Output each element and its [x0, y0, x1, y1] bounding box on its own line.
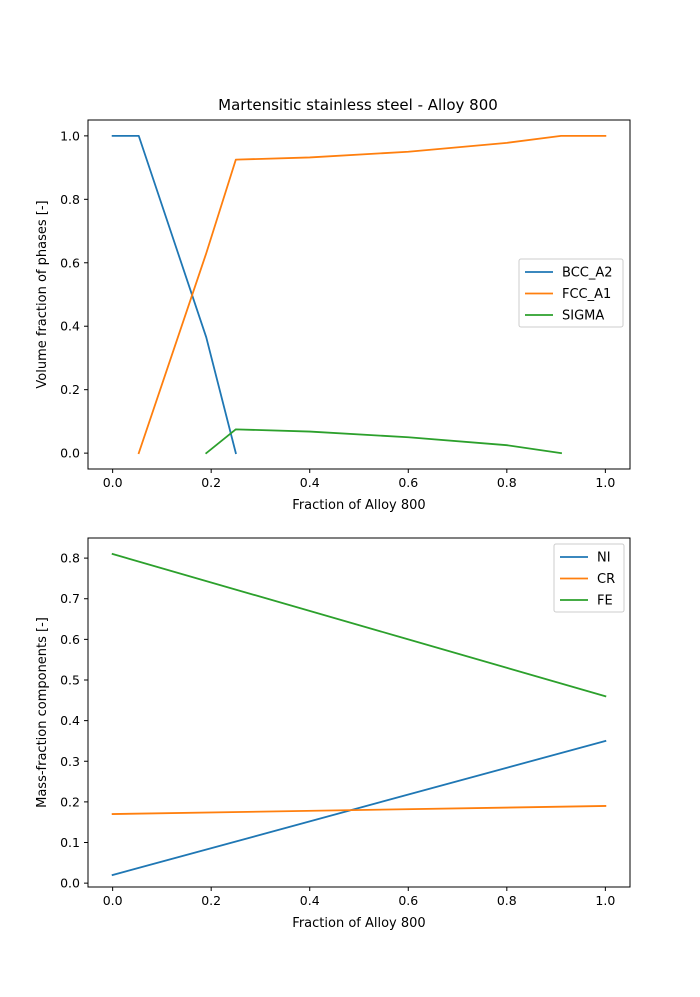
y-tick-label: 0.7	[60, 591, 80, 606]
legend-entry: CR	[597, 572, 615, 587]
series-line-fe	[111, 552, 607, 698]
y-tick-label: 0.6	[60, 632, 80, 647]
legend: NI CR FE	[553, 543, 625, 613]
x-tick-label: 0.0	[103, 475, 123, 490]
y-tick-label: 0.5	[60, 672, 80, 687]
series-line-fcc-a1	[137, 134, 607, 455]
y-tick-label: 0.2	[60, 382, 80, 397]
x-axis-label: Fraction of Alloy 800	[292, 498, 425, 513]
x-tick-label: 0.0	[103, 893, 123, 908]
phase-fraction-chart: Martensitic stainless steel - Alloy 800 …	[35, 96, 631, 513]
x-tick-label: 0.4	[300, 893, 320, 908]
y-tick-label: 0.2	[60, 794, 80, 809]
legend-box	[518, 258, 624, 328]
chart-title: Martensitic stainless steel - Alloy 800	[218, 96, 498, 114]
x-tick-label: 0.8	[497, 893, 517, 908]
x-axis-label: Fraction of Alloy 800	[292, 916, 425, 931]
x-tick-label: 0.6	[398, 893, 418, 908]
series-line-sigma	[204, 428, 563, 455]
plot-lines	[111, 552, 607, 877]
y-tick-label: 1.0	[60, 128, 80, 143]
y-tick-label: 0.6	[60, 255, 80, 270]
series-line-ni	[111, 739, 607, 877]
x-tick-label: 0.6	[398, 475, 418, 490]
legend-entry: NI	[597, 551, 611, 566]
legend-entry: FE	[597, 594, 613, 609]
y-tick-label: 0.0	[60, 446, 80, 461]
x-tick-label: 1.0	[595, 893, 615, 908]
x-tick-label: 1.0	[595, 475, 615, 490]
plot-frame	[87, 119, 631, 470]
series-line-cr	[111, 805, 607, 815]
legend-box	[553, 543, 625, 613]
y-tick-label: 0.0	[60, 876, 80, 891]
series-line-bcc-a2	[111, 134, 237, 455]
plot-frame	[87, 537, 631, 888]
y-tick-label: 0.4	[60, 713, 80, 728]
legend: BCC_A2 FCC_A1 SIGMA	[518, 258, 624, 328]
axis-ticks: 0.0 0.2 0.4 0.6 0.8 1.0 0.0 0.2 0.4 0.6 0.8 1.0	[60, 128, 615, 490]
x-tick-label: 0.2	[201, 475, 221, 490]
y-axis-label: Volume fraction of phases [-]	[35, 200, 50, 388]
x-tick-label: 0.2	[201, 893, 221, 908]
mass-fraction-chart: 0.0 0.2 0.4 0.6 0.8 1.0 0.0 0.1 0.2 0.3 0.4 0.5 0.6 0…	[35, 537, 631, 931]
y-axis-label: Mass-fraction components [-]	[35, 617, 50, 808]
legend-entry: SIGMA	[562, 309, 604, 324]
axis-ticks: 0.0 0.2 0.4 0.6 0.8 1.0 0.0 0.1 0.2 0.3 0.4 0.5 0.6 0…	[60, 551, 615, 908]
x-tick-label: 0.8	[497, 475, 517, 490]
legend-entry: BCC_A2	[562, 266, 613, 281]
x-tick-label: 0.4	[300, 475, 320, 490]
y-tick-label: 0.4	[60, 319, 80, 334]
y-tick-label: 0.8	[60, 551, 80, 566]
y-tick-label: 0.8	[60, 192, 80, 207]
y-tick-label: 0.1	[60, 835, 80, 850]
plot-lines	[111, 134, 607, 455]
y-tick-label: 0.3	[60, 754, 80, 769]
legend-entry: FCC_A1	[562, 287, 611, 302]
